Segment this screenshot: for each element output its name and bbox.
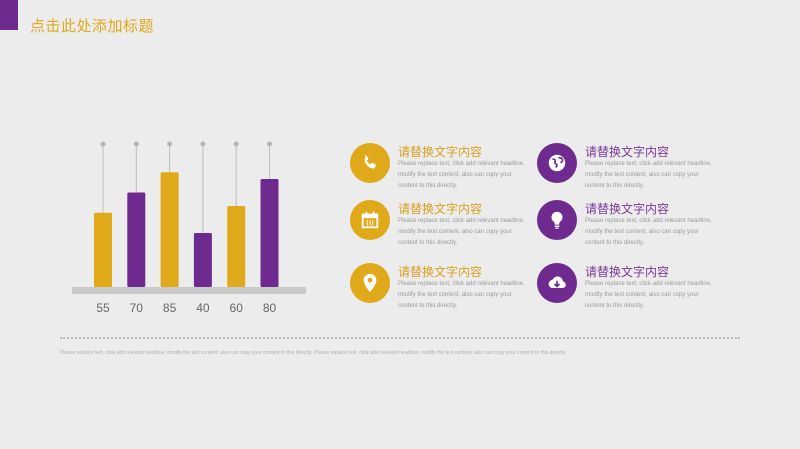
lightbulb-icon — [537, 200, 577, 240]
item-description: Please replace text, click add relevant … — [398, 161, 525, 189]
stem-dot — [100, 141, 106, 147]
item-title: 请替换文字内容 — [585, 145, 670, 159]
location-pin-icon — [350, 263, 390, 303]
feature-item-1[interactable]: 请替换文字内容 Please replace text, click add r… — [350, 143, 535, 193]
feature-item-5[interactable]: 请替换文字内容 Please replace text, click add r… — [350, 263, 535, 313]
item-description: Please replace text, click add relevant … — [585, 161, 712, 189]
feature-item-2[interactable]: 请替换文字内容 Please replace text, click add r… — [537, 143, 722, 193]
feature-item-4[interactable]: 请替换文字内容 Please replace text, click add r… — [537, 200, 722, 250]
stem-dot — [133, 141, 139, 147]
bar-label: 55 — [96, 301, 110, 315]
stem-dot — [267, 141, 272, 147]
globe-icon — [537, 143, 577, 183]
item-title: 请替换文字内容 — [585, 202, 670, 216]
item-title: 请替换文字内容 — [398, 145, 483, 159]
corner-accent — [0, 0, 18, 30]
page-title[interactable]: 点击此处添加标题 — [30, 18, 155, 35]
stem-dot — [233, 141, 239, 147]
chart-baseline — [72, 287, 306, 294]
bar-85 — [160, 172, 179, 287]
bar-label: 85 — [163, 301, 177, 315]
item-title: 请替换文字内容 — [398, 202, 483, 216]
bar-40 — [193, 233, 212, 287]
bar-label: 40 — [196, 301, 210, 315]
bar-label: 70 — [130, 301, 144, 315]
item-title: 请替换文字内容 — [585, 265, 670, 279]
dotted-divider — [60, 337, 740, 339]
phone-icon — [350, 143, 390, 183]
bar-80 — [260, 179, 279, 287]
feature-item-3[interactable]: 请替换文字内容 Please replace text, click add r… — [350, 200, 535, 250]
calendar-icon — [350, 200, 390, 240]
bar-label: 80 — [263, 301, 277, 315]
bar-label: 60 — [230, 301, 244, 315]
item-description: Please replace text, click add relevant … — [585, 281, 712, 309]
bar-55 — [94, 212, 112, 287]
bar-70 — [127, 192, 146, 287]
stem-dot — [167, 141, 173, 147]
item-description: Please replace text, click add relevant … — [398, 281, 525, 309]
item-description: Please replace text, click add relevant … — [398, 218, 525, 246]
item-description: Please replace text, click add relevant … — [585, 218, 712, 246]
bar-60 — [227, 206, 246, 287]
cloud-download-icon — [537, 263, 577, 303]
footer-text[interactable]: Please replace text, click add relevant … — [60, 350, 567, 356]
feature-item-6[interactable]: 请替换文字内容 Please replace text, click add r… — [537, 263, 722, 313]
stem-dot — [200, 141, 206, 147]
bar-chart: 55 70 85 40 60 80 — [72, 141, 306, 315]
item-title: 请替换文字内容 — [398, 265, 483, 279]
